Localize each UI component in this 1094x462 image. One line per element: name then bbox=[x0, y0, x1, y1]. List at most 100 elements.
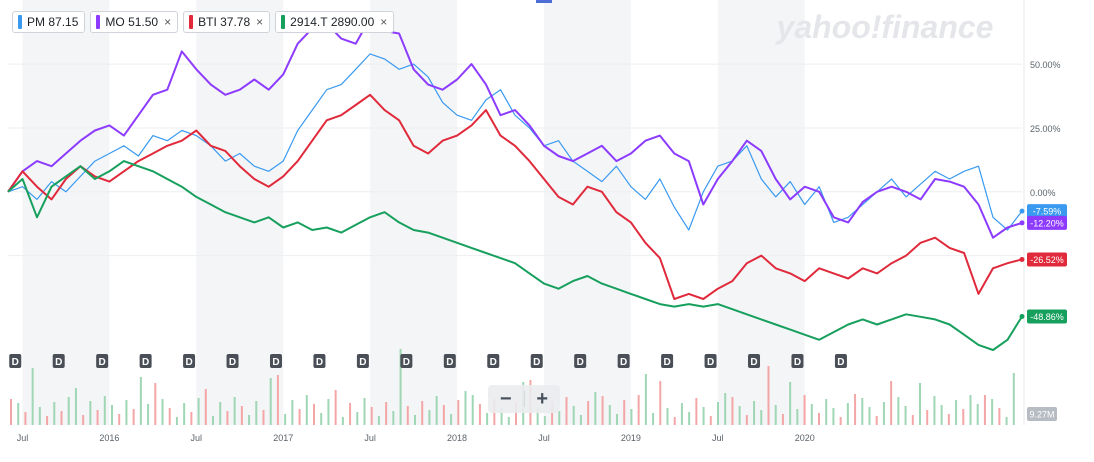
volume-bar bbox=[601, 396, 604, 425]
volume-bar bbox=[139, 377, 142, 425]
dividend-marker-box bbox=[269, 354, 282, 368]
close-icon[interactable]: × bbox=[256, 15, 264, 29]
dividend-marker-box bbox=[400, 354, 413, 368]
volume-bar bbox=[478, 404, 481, 425]
y-tick-label: 50.00% bbox=[1030, 60, 1061, 70]
volume-bar bbox=[623, 400, 626, 425]
dividend-marker-box bbox=[52, 354, 65, 368]
series-end-dot bbox=[1019, 208, 1025, 214]
dividend-marker[interactable]: D bbox=[400, 354, 413, 368]
dividend-marker-box bbox=[443, 354, 456, 368]
volume-bar bbox=[226, 411, 229, 425]
legend-symbol: PM bbox=[27, 15, 45, 29]
x-tick-label: Jul bbox=[538, 433, 550, 443]
volume-bar bbox=[298, 409, 301, 425]
y-tick-label: 25.00% bbox=[1030, 124, 1061, 134]
dividend-marker-label: D bbox=[577, 357, 584, 368]
volume-bar bbox=[183, 403, 186, 425]
volume-bar bbox=[96, 410, 99, 425]
volume-bar bbox=[31, 368, 34, 425]
legend-chip-mo[interactable]: MO 51.50 × bbox=[90, 11, 179, 33]
legend-chip-pm[interactable]: PM 87.15 bbox=[12, 11, 86, 33]
volume-bar bbox=[717, 402, 719, 425]
dividend-marker-label: D bbox=[620, 357, 627, 368]
dividend-marker-label: D bbox=[142, 357, 149, 368]
volume-bar bbox=[767, 366, 770, 425]
legend-chip-2914t[interactable]: 2914.T 2890.00 × bbox=[275, 11, 395, 33]
legend: PM 87.15 MO 51.50 × BTI 37.78 × 2914.T 2… bbox=[12, 11, 395, 33]
dividend-marker-label: D bbox=[490, 357, 497, 368]
volume-bar bbox=[933, 396, 936, 425]
zoom-in-button[interactable]: + bbox=[536, 388, 549, 410]
volume-bar bbox=[392, 411, 395, 425]
volume-bar bbox=[825, 399, 828, 425]
volume-bar bbox=[291, 400, 294, 425]
dividend-marker[interactable]: D bbox=[661, 354, 674, 368]
watermark: yahoo!finance bbox=[775, 9, 994, 45]
zoom-out-button[interactable]: − bbox=[499, 388, 512, 410]
dividend-marker[interactable]: D bbox=[52, 354, 65, 368]
dividend-marker[interactable]: D bbox=[617, 354, 630, 368]
volume-bar bbox=[103, 396, 106, 425]
volume-bar bbox=[334, 390, 337, 425]
dividend-marker[interactable]: D bbox=[313, 354, 326, 368]
dividend-marker[interactable]: D bbox=[748, 354, 761, 368]
volume-bar bbox=[616, 414, 618, 425]
volume-bar bbox=[38, 407, 41, 425]
series-end-dot bbox=[1019, 256, 1025, 262]
volume-bar bbox=[320, 413, 323, 425]
zoom-controls: − + bbox=[488, 385, 560, 413]
volume-bar bbox=[233, 397, 236, 425]
volume-bar bbox=[587, 401, 590, 425]
dividend-marker[interactable]: D bbox=[487, 354, 500, 368]
series-end-dot bbox=[1019, 220, 1025, 226]
dividend-marker[interactable]: D bbox=[269, 354, 282, 368]
dividend-marker[interactable]: D bbox=[704, 354, 717, 368]
volume-bar bbox=[724, 393, 727, 425]
volume-bar bbox=[255, 401, 258, 425]
dividend-marker[interactable]: D bbox=[96, 354, 109, 368]
volume-bar bbox=[457, 400, 460, 425]
volume-bar bbox=[67, 397, 70, 425]
volume-bar bbox=[111, 405, 113, 425]
dividend-marker[interactable]: D bbox=[226, 354, 239, 368]
bti-color-swatch bbox=[189, 15, 194, 29]
legend-chip-bti[interactable]: BTI 37.78 × bbox=[183, 11, 271, 33]
dividend-marker-label: D bbox=[794, 357, 801, 368]
x-tick-label: Jul bbox=[191, 433, 203, 443]
volume-bar bbox=[673, 417, 676, 425]
volume-bar bbox=[219, 402, 222, 425]
legend-value: 51.50 bbox=[128, 15, 159, 29]
dividend-marker-box bbox=[9, 354, 22, 368]
dividend-marker-box bbox=[226, 354, 239, 368]
dividend-marker[interactable]: D bbox=[9, 354, 22, 368]
volume-bar bbox=[962, 409, 965, 425]
volume-bar bbox=[637, 395, 640, 425]
dividend-marker[interactable]: D bbox=[530, 354, 543, 368]
dividend-marker[interactable]: D bbox=[356, 354, 369, 368]
dividend-marker[interactable]: D bbox=[791, 354, 804, 368]
2914t-color-swatch bbox=[281, 15, 286, 29]
scroll-handle[interactable] bbox=[536, 0, 552, 3]
volume-bar bbox=[212, 416, 214, 425]
volume-bar bbox=[832, 408, 835, 425]
volume-bar bbox=[313, 404, 315, 425]
dividend-marker[interactable]: D bbox=[834, 354, 847, 368]
dividend-marker[interactable]: D bbox=[183, 354, 196, 368]
volume-bar bbox=[594, 392, 597, 425]
close-icon[interactable]: × bbox=[380, 15, 388, 29]
volume-bar bbox=[695, 398, 698, 425]
volume-bar bbox=[839, 417, 842, 425]
axis-labels: 50.00% 25.00% 0.00% Jul 2016 Jul 2017 Jul 2018 Ju… bbox=[17, 60, 1061, 443]
close-icon[interactable]: × bbox=[164, 15, 172, 29]
dividend-marker[interactable]: D bbox=[574, 354, 587, 368]
dividend-marker-box bbox=[96, 354, 109, 368]
dividend-marker[interactable]: D bbox=[443, 354, 456, 368]
x-tick-label: 2018 bbox=[447, 433, 467, 443]
x-tick-label: 2016 bbox=[99, 433, 119, 443]
volume-bar bbox=[442, 405, 445, 425]
dividend-marker[interactable]: D bbox=[139, 354, 152, 368]
end-label-text: -48.86% bbox=[1030, 312, 1064, 322]
